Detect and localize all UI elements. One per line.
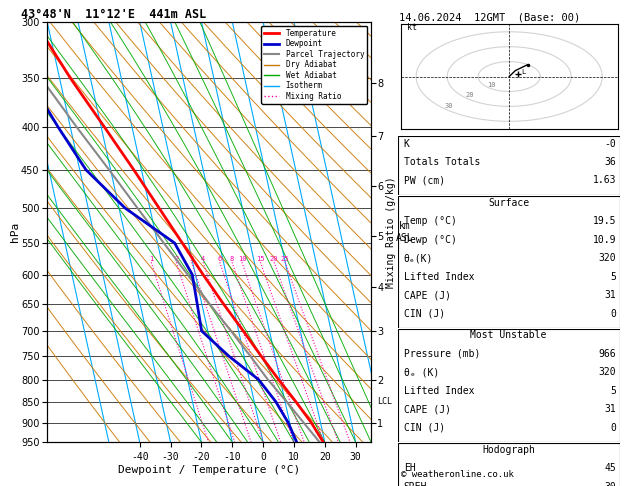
Text: 5: 5: [611, 386, 616, 396]
Text: 30: 30: [604, 482, 616, 486]
Text: Pressure (mb): Pressure (mb): [404, 349, 480, 359]
Text: © weatheronline.co.uk: © weatheronline.co.uk: [401, 470, 513, 479]
Text: 43°48'N  11°12'E  441m ASL: 43°48'N 11°12'E 441m ASL: [21, 8, 206, 21]
Y-axis label: km
ASL: km ASL: [396, 221, 413, 243]
Text: Hodograph: Hodograph: [482, 445, 535, 455]
Y-axis label: hPa: hPa: [9, 222, 19, 242]
Text: 320: 320: [599, 367, 616, 378]
Text: 3: 3: [189, 256, 194, 262]
Text: θₑ (K): θₑ (K): [404, 367, 439, 378]
Text: CIN (J): CIN (J): [404, 423, 445, 433]
Text: 15: 15: [256, 256, 265, 262]
Text: 6: 6: [218, 256, 222, 262]
Text: L: L: [521, 69, 526, 75]
Legend: Temperature, Dewpoint, Parcel Trajectory, Dry Adiabat, Wet Adiabat, Isotherm, Mi: Temperature, Dewpoint, Parcel Trajectory…: [261, 26, 367, 104]
Text: 0: 0: [611, 309, 616, 319]
Text: CAPE (J): CAPE (J): [404, 404, 451, 415]
Text: Surface: Surface: [488, 198, 529, 208]
Text: EH: EH: [404, 463, 416, 473]
Text: 31: 31: [604, 290, 616, 300]
Text: 966: 966: [599, 349, 616, 359]
Text: 25: 25: [281, 256, 289, 262]
Text: 20: 20: [270, 256, 279, 262]
Text: Most Unstable: Most Unstable: [470, 330, 547, 341]
Text: 14.06.2024  12GMT  (Base: 00): 14.06.2024 12GMT (Base: 00): [399, 12, 581, 22]
Text: 10.9: 10.9: [593, 235, 616, 245]
Text: 0: 0: [611, 423, 616, 433]
Text: 45: 45: [604, 463, 616, 473]
Text: 36: 36: [604, 157, 616, 167]
Text: 20: 20: [465, 92, 474, 99]
Text: θₑ(K): θₑ(K): [404, 253, 433, 263]
Text: 30: 30: [444, 103, 453, 109]
Text: kt: kt: [407, 23, 417, 32]
Text: 320: 320: [599, 253, 616, 263]
Text: Lifted Index: Lifted Index: [404, 386, 474, 396]
Text: Totals Totals: Totals Totals: [404, 157, 480, 167]
Text: Lifted Index: Lifted Index: [404, 272, 474, 282]
Text: Mixing Ratio (g/kg): Mixing Ratio (g/kg): [386, 176, 396, 288]
Text: CAPE (J): CAPE (J): [404, 290, 451, 300]
Text: K: K: [404, 139, 409, 149]
Text: 2: 2: [174, 256, 179, 262]
Text: PW (cm): PW (cm): [404, 175, 445, 186]
X-axis label: Dewpoint / Temperature (°C): Dewpoint / Temperature (°C): [118, 465, 300, 475]
Text: 1: 1: [149, 256, 153, 262]
Text: 31: 31: [604, 404, 616, 415]
Text: 19.5: 19.5: [593, 216, 616, 226]
Text: 5: 5: [611, 272, 616, 282]
Text: Temp (°C): Temp (°C): [404, 216, 457, 226]
Text: 8: 8: [230, 256, 234, 262]
Text: 4: 4: [201, 256, 205, 262]
Text: 10: 10: [238, 256, 246, 262]
Text: SREH: SREH: [404, 482, 427, 486]
Text: 1.63: 1.63: [593, 175, 616, 186]
Text: CIN (J): CIN (J): [404, 309, 445, 319]
Text: 10: 10: [487, 82, 496, 88]
Text: Dewp (°C): Dewp (°C): [404, 235, 457, 245]
Text: LCL: LCL: [377, 397, 392, 406]
Text: -0: -0: [604, 139, 616, 149]
